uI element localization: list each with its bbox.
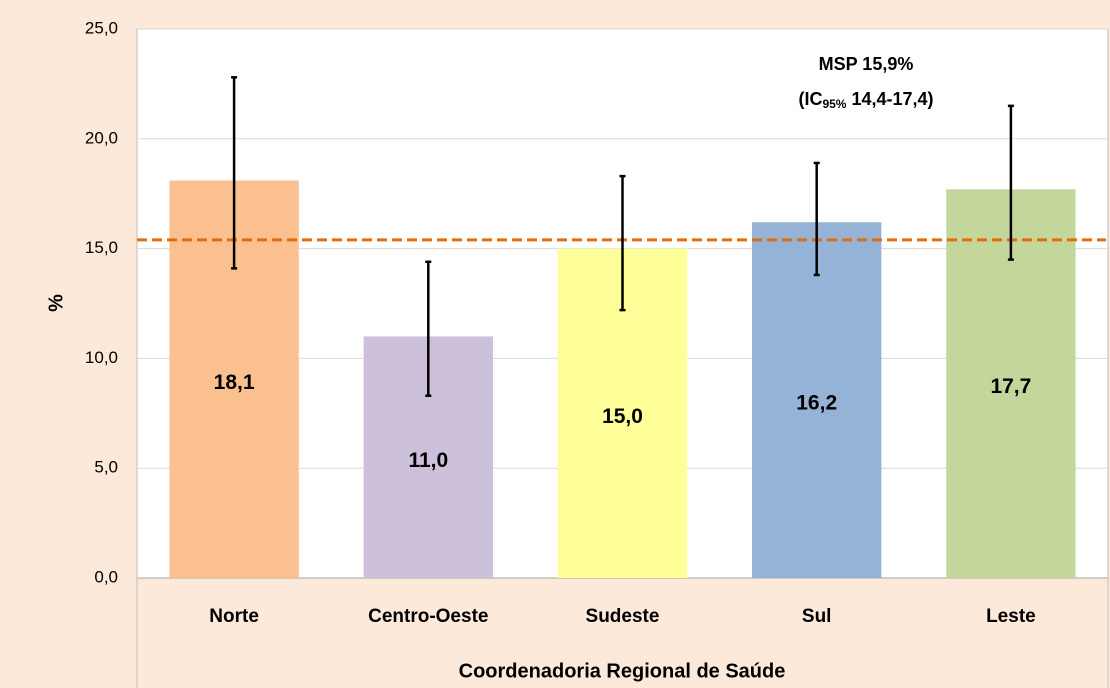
- x-tick-label: Leste: [986, 606, 1036, 627]
- y-tick-label: 25,0: [85, 18, 118, 37]
- annotation-part: (IC: [798, 89, 822, 109]
- annotation-sub: 95%: [822, 97, 846, 111]
- x-tick-label: Sudeste: [586, 606, 660, 627]
- value-label: 11,0: [408, 449, 448, 472]
- annotation: (IC95% 14,4-17,4): [798, 89, 933, 111]
- x-tick-label: Sul: [802, 606, 832, 627]
- error-bar: [1007, 104, 1014, 261]
- y-tick-label: 10,0: [85, 348, 118, 367]
- value-label: 18,1: [214, 371, 255, 394]
- y-tick-label: 5,0: [94, 458, 118, 477]
- x-tick-label: Centro-Oeste: [368, 606, 488, 627]
- value-label: 16,2: [796, 392, 837, 415]
- y-tick-label: 15,0: [85, 238, 118, 257]
- value-label: 15,0: [602, 405, 643, 428]
- y-tick-label: 20,0: [85, 128, 118, 147]
- x-axis-title: Coordenadoria Regional de Saúde: [459, 660, 786, 682]
- value-label: 17,7: [990, 375, 1031, 398]
- y-axis-title: %: [45, 294, 67, 312]
- annotation-part: 14,4-17,4): [846, 89, 933, 109]
- bar: [752, 222, 882, 579]
- error-bar: [231, 76, 238, 270]
- y-tick-label: 0,0: [94, 567, 118, 586]
- x-tick-label: Norte: [209, 606, 259, 627]
- error-bar: [425, 260, 432, 397]
- error-bar: [813, 161, 820, 277]
- annotation: MSP 15,9%: [819, 54, 914, 74]
- error-bar: [619, 174, 626, 312]
